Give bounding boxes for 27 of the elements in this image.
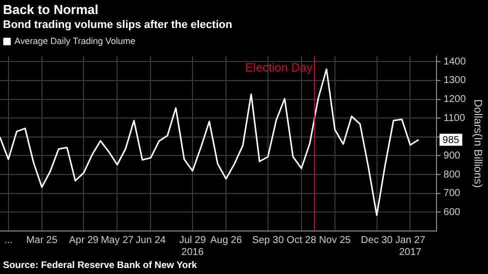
x-tick-label: Oct 28 [286, 234, 317, 246]
y-tick-label: 600 [444, 206, 461, 218]
chart-title: Back to Normal [3, 2, 98, 17]
legend-label: Average Daily Trading Volume [14, 36, 136, 46]
x-tick-label: ... [4, 234, 13, 246]
y-tick-label: 1200 [444, 94, 466, 106]
x-tick-label: Mar 25 [26, 234, 58, 246]
y-tick-label: 700 [444, 188, 461, 200]
x-tick-label: Nov 25 [319, 234, 352, 246]
y-tick-label: 900 [444, 150, 461, 162]
y-tick-label: 1300 [444, 75, 466, 86]
annotation: 985 [442, 134, 460, 146]
x-tick-label: Jul 29 2016 [179, 234, 206, 258]
y-tick-label: 800 [444, 169, 461, 180]
x-tick-label: Jun 24 [136, 234, 166, 246]
chart-subtitle: Bond trading volume slips after the election [3, 19, 232, 31]
y-tick-label: 1100 [444, 112, 466, 124]
x-tick-label: May 27 [100, 234, 134, 246]
x-tick-label: Aug 26 [210, 234, 242, 246]
y-axis-title: Dollars(In Billions) [471, 99, 484, 188]
ref-line-label: Election Day [245, 60, 313, 74]
y-tick-label: 1400 [444, 56, 466, 68]
x-tick-label: Jan 27 2017 [395, 234, 426, 258]
x-tick-label: Apr 29 [68, 234, 99, 246]
x-tick-label: Sep 30 [252, 234, 284, 246]
x-tick-label: Dec 30 [360, 234, 394, 246]
source-note: Source: Federal Reserve Bank of New York [3, 260, 197, 271]
